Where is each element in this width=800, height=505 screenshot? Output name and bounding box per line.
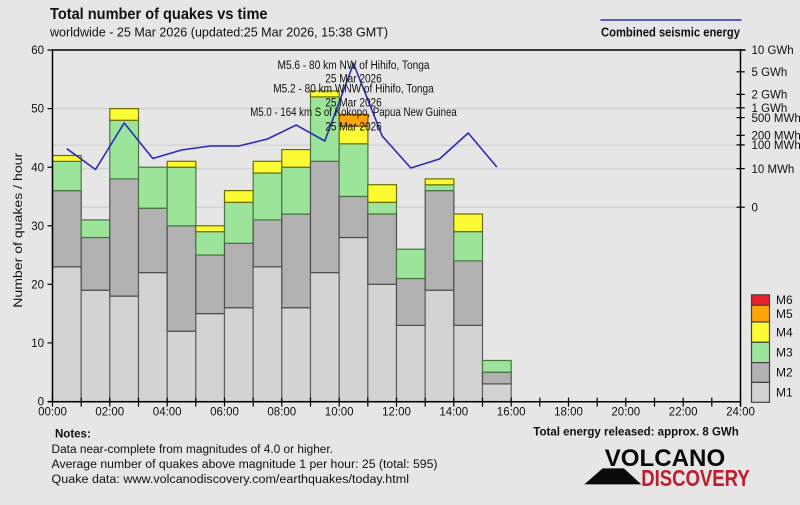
svg-text:M3: M3	[776, 346, 793, 360]
svg-text:Combined seismic energy: Combined seismic energy	[601, 25, 741, 40]
svg-text:M5: M5	[776, 307, 793, 321]
svg-text:50: 50	[31, 104, 44, 116]
svg-text:04:00: 04:00	[153, 407, 182, 419]
svg-text:60: 60	[31, 45, 44, 57]
svg-text:10:00: 10:00	[325, 407, 354, 419]
svg-text:20: 20	[31, 279, 44, 291]
svg-text:22:00: 22:00	[669, 407, 698, 419]
svg-text:18:00: 18:00	[554, 407, 583, 419]
svg-text:500 MWh: 500 MWh	[752, 113, 800, 125]
svg-text:Data near-complete from magnit: Data near-complete from magnitudes of 4.…	[52, 444, 334, 456]
svg-text:Total number of quakes vs time: Total number of quakes vs time	[50, 6, 268, 23]
svg-text:Total energy released: approx.: Total energy released: approx. 8 GWh	[533, 425, 739, 439]
svg-text:0: 0	[752, 202, 758, 214]
svg-text:08:00: 08:00	[267, 407, 296, 419]
svg-text:Notes:: Notes:	[55, 429, 91, 441]
svg-text:DISCOVERY: DISCOVERY	[641, 465, 750, 491]
svg-text:M4: M4	[776, 325, 793, 339]
svg-text:10 MWh: 10 MWh	[752, 164, 795, 176]
svg-text:10: 10	[31, 338, 44, 350]
svg-text:Quake data: www.volcanodiscove: Quake data: www.volcanodiscovery.com/ear…	[52, 474, 410, 486]
svg-text:20:00: 20:00	[611, 407, 640, 419]
svg-text:M5.0 - 164 km S of Kokopo, Pap: M5.0 - 164 km S of Kokopo, Papua New Gui…	[250, 105, 457, 119]
svg-text:40: 40	[31, 162, 44, 174]
svg-text:24:00: 24:00	[726, 407, 755, 419]
svg-text:30: 30	[31, 221, 44, 233]
svg-text:M2: M2	[776, 366, 793, 380]
svg-text:10 GWh: 10 GWh	[752, 45, 794, 57]
svg-text:14:00: 14:00	[439, 407, 468, 419]
svg-text:M1: M1	[776, 386, 793, 400]
svg-text:02:00: 02:00	[95, 407, 124, 419]
svg-text:2 GWh: 2 GWh	[752, 90, 788, 102]
svg-text:Average number of quakes above: Average number of quakes above magnitude…	[52, 459, 438, 471]
svg-text:16:00: 16:00	[497, 407, 526, 419]
svg-text:06:00: 06:00	[210, 407, 239, 419]
svg-text:worldwide - 25 Mar 2026 (updat: worldwide - 25 Mar 2026 (updated:25 Mar …	[49, 25, 388, 40]
svg-text:M5.6 - 80 km NW of Hihifo, Ton: M5.6 - 80 km NW of Hihifo, Tonga	[278, 58, 430, 72]
svg-text:00:00: 00:00	[38, 407, 67, 419]
svg-text:5 GWh: 5 GWh	[752, 67, 788, 79]
svg-text:12:00: 12:00	[382, 407, 411, 419]
svg-text:25 Mar 2026: 25 Mar 2026	[325, 119, 382, 133]
svg-text:Number of quakes / hour: Number of quakes / hour	[13, 153, 25, 308]
svg-text:M5.2 - 80 km WNW of Hihifo, To: M5.2 - 80 km WNW of Hihifo, Tonga	[273, 82, 434, 96]
svg-text:100 MWh: 100 MWh	[752, 140, 800, 152]
svg-text:M6: M6	[776, 293, 793, 307]
